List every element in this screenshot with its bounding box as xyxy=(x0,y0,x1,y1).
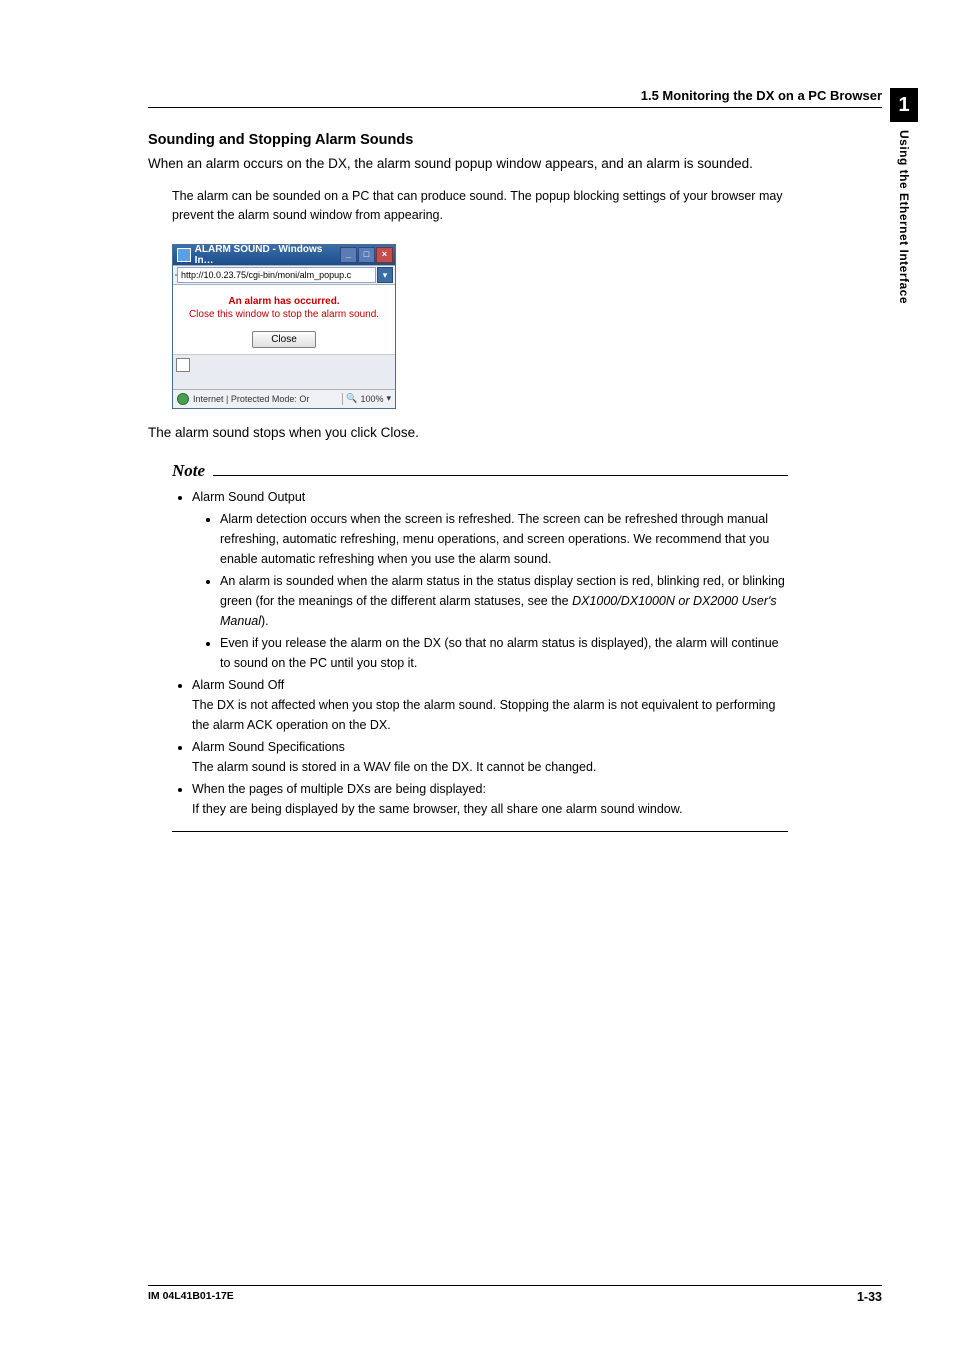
url-field[interactable]: http://10.0.23.75/cgi-bin/moni/alm_popup… xyxy=(177,267,376,283)
chapter-label: Using the Ethernet Interface xyxy=(897,130,911,304)
note-item-output: Alarm Sound Output Alarm detection occur… xyxy=(192,487,788,673)
running-header: 1.5 Monitoring the DX on a PC Browser xyxy=(148,88,882,108)
status-text: Internet | Protected Mode: Or xyxy=(193,394,309,404)
address-bar: http://10.0.23.75/cgi-bin/moni/alm_popup… xyxy=(173,265,395,285)
popup-lower-panel xyxy=(173,354,395,389)
alarm-message: An alarm has occurred. Close this window… xyxy=(179,295,389,321)
note-sub-sounded: An alarm is sounded when the alarm statu… xyxy=(220,571,788,631)
chapter-number: 1 xyxy=(890,88,918,122)
close-icon[interactable]: × xyxy=(376,247,393,263)
minimize-icon[interactable]: _ xyxy=(340,247,357,263)
maximize-icon[interactable]: □ xyxy=(358,247,375,263)
globe-icon xyxy=(177,393,189,405)
close-button[interactable]: Close xyxy=(252,331,316,348)
alarm-popup-screenshot: ALARM SOUND - Windows In… _ □ × http://1… xyxy=(172,244,394,409)
status-bar: Internet | Protected Mode: Or 🔍 100% ▾ xyxy=(173,389,395,408)
chapter-tab: 1 Using the Ethernet Interface xyxy=(890,88,918,304)
dropdown-icon[interactable]: ▾ xyxy=(377,267,393,283)
note-sub-release: Even if you release the alarm on the DX … xyxy=(220,633,788,673)
note-title: Note xyxy=(172,461,205,481)
page-footer: IM 04L41B01-17E 1-33 xyxy=(148,1285,882,1304)
popup-titlebar: ALARM SOUND - Windows In… _ □ × xyxy=(173,245,395,265)
popup-title: ALARM SOUND - Windows In… xyxy=(195,244,340,266)
alarm-message-line1: An alarm has occurred. xyxy=(179,295,389,308)
note-item-multiple: When the pages of multiple DXs are being… xyxy=(192,779,788,819)
zoom-dropdown-icon[interactable]: ▾ xyxy=(386,393,391,404)
ie-favicon-icon xyxy=(177,248,191,262)
checkbox[interactable] xyxy=(176,358,190,372)
subheading: Sounding and Stopping Alarm Sounds xyxy=(148,132,788,148)
intro-paragraph: When an alarm occurs on the DX, the alar… xyxy=(148,154,788,174)
footer-right: 1-33 xyxy=(857,1290,882,1304)
alarm-message-line2: Close this window to stop the alarm soun… xyxy=(179,308,389,321)
note-item-spec: Alarm Sound Specifications The alarm sou… xyxy=(192,737,788,777)
zoom-icon: 🔍 xyxy=(346,393,357,404)
intro-note: The alarm can be sounded on a PC that ca… xyxy=(172,187,788,226)
after-popup-text: The alarm sound stops when you click Clo… xyxy=(148,423,788,443)
footer-left: IM 04L41B01-17E xyxy=(148,1290,234,1304)
note-block: Note Alarm Sound Output Alarm detection … xyxy=(172,461,788,832)
zoom-value: 100% xyxy=(360,394,383,404)
note-sub-detection: Alarm detection occurs when the screen i… xyxy=(220,509,788,569)
note-item-off: Alarm Sound Off The DX is not affected w… xyxy=(192,675,788,735)
